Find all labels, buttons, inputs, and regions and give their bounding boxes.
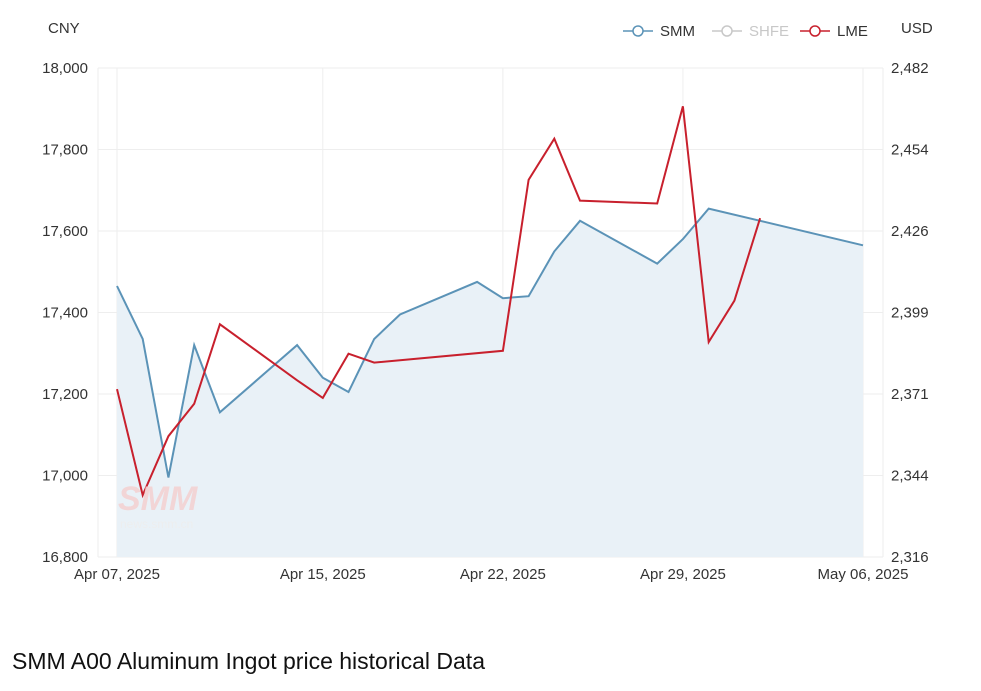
- left-axis-ticks: 16,800 17,000 17,200 17,400 17,600 17,800 18,0…: [42, 60, 88, 566]
- legend-smm-label: SMM: [660, 23, 695, 40]
- watermark-sub: news.smm.cn: [120, 517, 193, 531]
- legend-item-lme[interactable]: LME: [800, 23, 868, 40]
- x-axis-ticks: Apr 07, 2025 Apr 15, 2025 Apr 22, 2025 Apr …: [74, 566, 908, 583]
- chart-series: [116, 106, 864, 557]
- left-tick-label: 17,600: [42, 223, 88, 240]
- page-title: SMM A00 Aluminum Ingot price historical …: [12, 648, 485, 674]
- x-tick-label: Apr 15, 2025: [280, 566, 366, 583]
- watermark-logo: SMM: [118, 480, 198, 518]
- right-tick-label: 2,316: [891, 549, 929, 566]
- right-tick-label: 2,344: [891, 468, 929, 485]
- right-tick-label: 2,454: [891, 142, 929, 159]
- left-tick-label: 17,200: [42, 386, 88, 403]
- smm-series-line: [116, 207, 864, 478]
- right-axis-unit: USD: [901, 20, 933, 37]
- chart-legend: SMM SHFE LME: [623, 23, 868, 40]
- left-tick-label: 18,000: [42, 60, 88, 77]
- legend-item-shfe[interactable]: SHFE: [712, 23, 789, 40]
- right-tick-label: 2,426: [891, 223, 929, 240]
- x-tick-label: Apr 07, 2025: [74, 566, 160, 583]
- legend-lme-label: LME: [837, 23, 868, 40]
- chart-grid: [97, 67, 884, 558]
- smm-area: [117, 208, 863, 557]
- lme-series-line: [116, 106, 762, 499]
- x-tick-label: Apr 29, 2025: [640, 566, 726, 583]
- circle-line-icon: [809, 25, 821, 37]
- left-tick-label: 17,800: [42, 142, 88, 159]
- right-tick-label: 2,399: [891, 305, 929, 322]
- left-tick-label: 17,400: [42, 305, 88, 322]
- circle-line-icon: [721, 25, 733, 37]
- legend-shfe-label: SHFE: [749, 23, 789, 40]
- left-axis-unit: CNY: [48, 20, 80, 37]
- x-tick-label: Apr 22, 2025: [460, 566, 546, 583]
- legend-item-smm[interactable]: SMM: [623, 23, 695, 40]
- circle-line-icon: [632, 25, 644, 37]
- price-chart: SMM news.smm.cn CNY USD 16,800 17,000 17,2…: [42, 20, 933, 583]
- right-tick-label: 2,371: [891, 386, 929, 403]
- left-tick-label: 17,000: [42, 468, 88, 485]
- right-tick-label: 2,482: [891, 60, 929, 77]
- right-axis-ticks: 2,316 2,344 2,371 2,399 2,426 2,454 2,482: [891, 60, 929, 566]
- left-tick-label: 16,800: [42, 549, 88, 566]
- x-tick-label: May 06, 2025: [818, 566, 909, 583]
- smm-watermark: SMM news.smm.cn: [118, 480, 198, 531]
